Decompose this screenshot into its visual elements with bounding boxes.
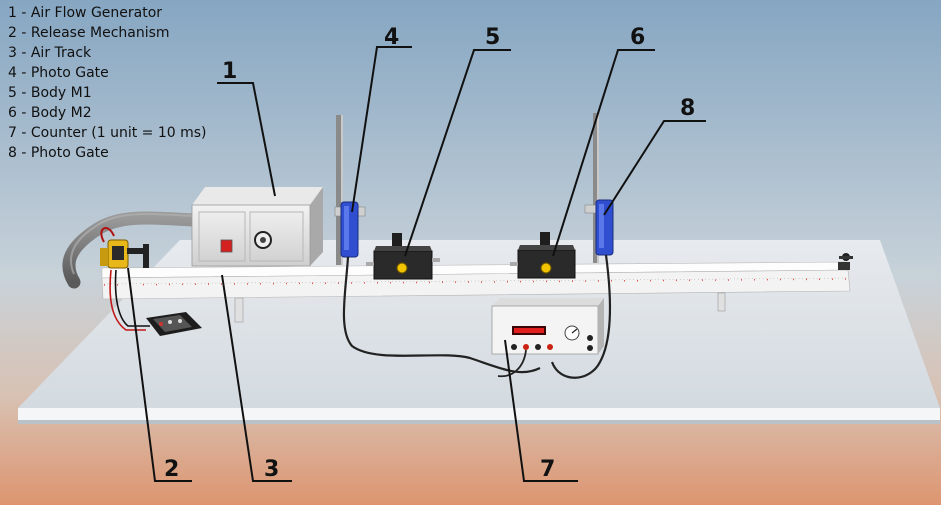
legend-item: 4 - Photo Gate: [8, 65, 109, 81]
callout-number-1: 1: [222, 59, 237, 84]
air-track: [101, 261, 851, 300]
legend-item: 7 - Counter (1 unit = 10 ms): [8, 125, 207, 141]
callout-number-8: 8: [680, 96, 695, 121]
callout-line-1: [217, 82, 276, 197]
photo-gate-1: [334, 115, 541, 374]
legend-item: 6 - Body M2: [8, 105, 92, 121]
legend-item: 8 - Photo Gate: [8, 145, 109, 161]
callout-line-2: [127, 267, 192, 482]
legend-item: 2 - Release Mechanism: [8, 25, 170, 41]
callout-line-8: [603, 120, 706, 216]
photo-gate-2: [550, 113, 614, 379]
callout-number-2: 2: [164, 457, 179, 482]
counter: [491, 298, 604, 378]
callout-number-3: 3: [264, 457, 279, 482]
release-mechanism: [100, 227, 150, 331]
legend-item: 1 - Air Flow Generator: [8, 5, 163, 21]
air-hose: [62, 211, 203, 289]
callout-number-6: 6: [630, 25, 645, 50]
callout-number-5: 5: [485, 25, 500, 50]
callout-line-4: [351, 46, 412, 213]
legend-item: 5 - Body M1: [8, 85, 92, 101]
body-m2: [510, 232, 576, 279]
track-end-stop: [838, 253, 853, 270]
callout-line-6: [552, 49, 655, 257]
callout-line-7: [504, 339, 578, 482]
legend-item: 3 - Air Track: [8, 45, 92, 61]
body-m1: [366, 233, 440, 280]
callout-lines: [127, 46, 706, 482]
power-board: [146, 312, 202, 336]
callout-number-7: 7: [540, 457, 555, 482]
power-switch-icon: [220, 239, 233, 253]
air-flow-generator: [191, 187, 323, 267]
callout-number-4: 4: [384, 25, 399, 50]
legend: 1 - Air Flow Generator 2 - Release Mecha…: [8, 3, 207, 163]
callout-line-5: [404, 49, 511, 257]
callout-line-3: [221, 274, 292, 482]
